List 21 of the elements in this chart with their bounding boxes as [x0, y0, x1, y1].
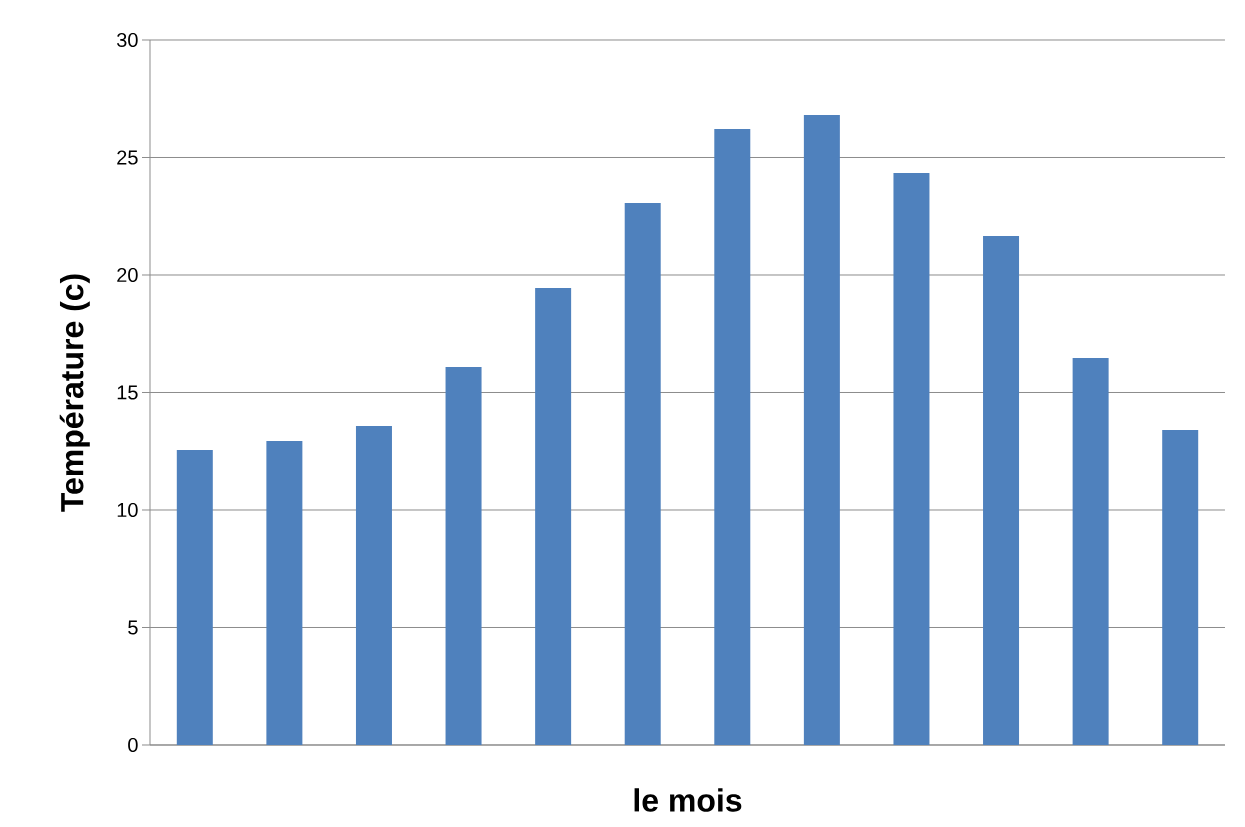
bar — [355, 426, 392, 745]
y-tick-label: 30 — [117, 32, 138, 48]
bar — [535, 287, 572, 745]
bar — [445, 366, 482, 745]
bar — [803, 114, 840, 745]
bar — [983, 235, 1020, 745]
bar — [893, 173, 930, 745]
y-tick-label: 5 — [128, 620, 138, 635]
y-tick-label: 0 — [128, 737, 138, 753]
bar — [1162, 430, 1199, 745]
y-tick-label: 10 — [117, 502, 138, 518]
bar — [1072, 357, 1109, 745]
bar — [266, 440, 303, 745]
y-axis-title: Température (c) — [59, 274, 90, 512]
y-tick-label: 15 — [117, 385, 138, 400]
bar — [714, 129, 751, 745]
y-tick-label: 20 — [117, 267, 138, 283]
x-axis-title: le mois — [634, 788, 742, 812]
bar — [176, 450, 213, 745]
bar — [624, 203, 661, 745]
y-tick-label: 25 — [117, 150, 138, 165]
